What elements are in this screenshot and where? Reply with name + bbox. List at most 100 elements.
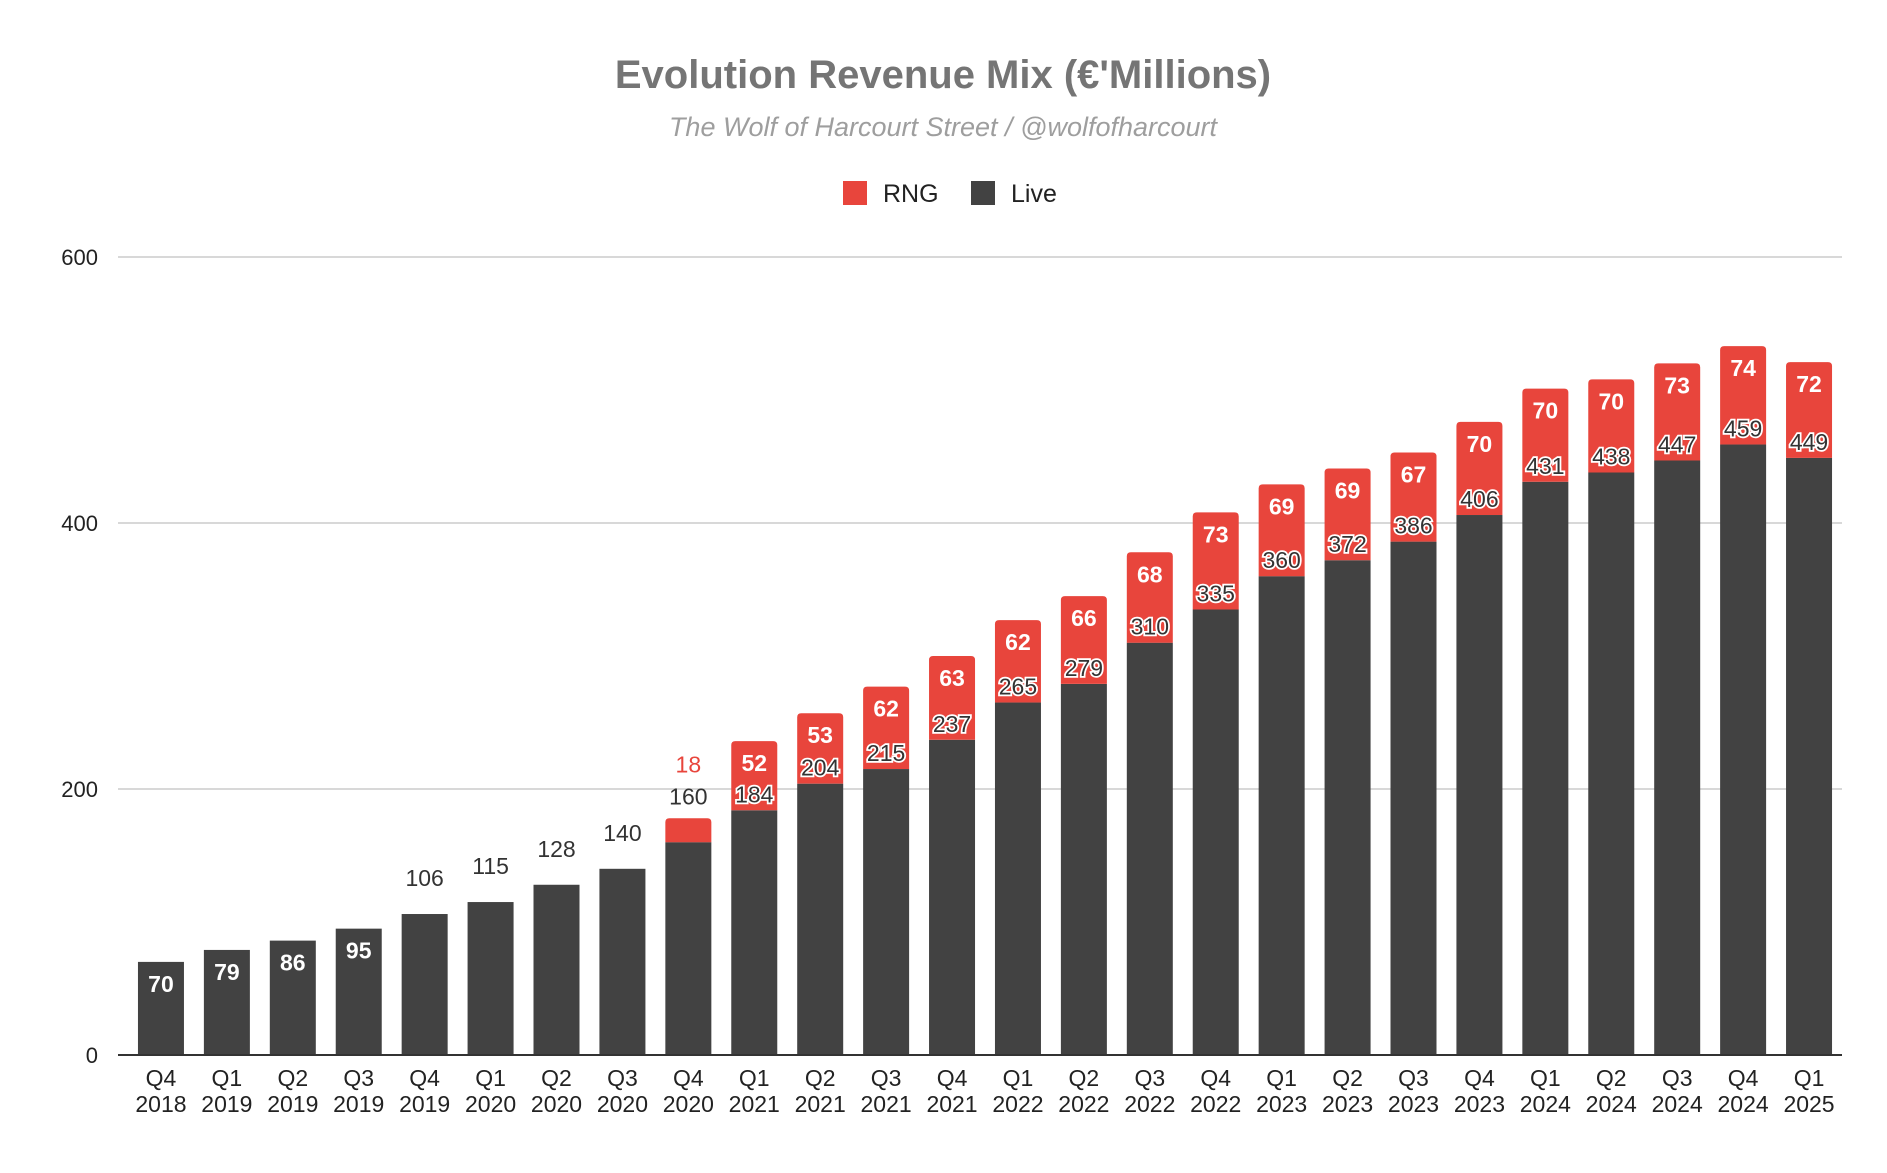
y-axis: 0 200 400 600 xyxy=(61,245,98,1068)
data-label-live: 70 xyxy=(148,971,174,997)
bar-live xyxy=(1324,560,1371,1055)
legend-swatch-rng xyxy=(843,181,867,205)
x-tick-year: 2024 xyxy=(1718,1091,1769,1117)
x-tick-quarter: Q2 xyxy=(805,1065,836,1091)
x-tick-quarter: Q4 xyxy=(1200,1065,1231,1091)
bar-live xyxy=(203,949,250,1055)
legend: RNG Live xyxy=(843,180,1057,208)
data-label-rng: 69 xyxy=(1269,493,1295,519)
data-label-live: 95 xyxy=(346,938,372,964)
data-label-rng: 63 xyxy=(939,665,965,691)
data-label-live: 310 xyxy=(1131,614,1169,640)
legend-label-live: Live xyxy=(1011,180,1057,208)
x-tick-year: 2023 xyxy=(1454,1091,1505,1117)
data-label-live: 106 xyxy=(405,865,443,891)
data-label-live: 438 xyxy=(1592,443,1630,469)
x-tick-quarter: Q1 xyxy=(1266,1065,1297,1091)
data-label-rng: 53 xyxy=(807,722,833,748)
bar-live xyxy=(1522,481,1569,1055)
x-tick-year: 2022 xyxy=(1058,1091,1109,1117)
x-tick-quarter: Q1 xyxy=(212,1065,243,1091)
x-tick-quarter: Q4 xyxy=(673,1065,704,1091)
data-label-rng: 52 xyxy=(741,750,767,776)
data-label-live: 79 xyxy=(214,959,240,985)
x-tick-year: 2021 xyxy=(729,1091,780,1117)
x-tick-year: 2021 xyxy=(861,1091,912,1117)
x-tick-quarter: Q1 xyxy=(1530,1065,1561,1091)
x-tick-quarter: Q4 xyxy=(146,1065,177,1091)
data-label-live: 237 xyxy=(933,711,971,737)
x-tick-year: 2019 xyxy=(399,1091,450,1117)
data-label-live: 447 xyxy=(1658,431,1696,457)
bar-live xyxy=(1720,444,1767,1055)
x-tick-quarter: Q3 xyxy=(871,1065,902,1091)
bar-rng xyxy=(1258,484,1305,577)
bar-rng xyxy=(1588,379,1635,473)
data-label-live: 335 xyxy=(1197,580,1235,606)
gridlines xyxy=(118,256,1842,790)
x-tick-year: 2021 xyxy=(795,1091,846,1117)
y-tick-label: 400 xyxy=(61,511,98,536)
x-tick-year: 2021 xyxy=(926,1091,977,1117)
legend-swatch-live xyxy=(971,181,995,205)
x-tick-quarter: Q4 xyxy=(409,1065,440,1091)
data-label-live: 160 xyxy=(669,783,707,809)
bar-rng xyxy=(731,741,778,811)
chart-title: Evolution Revenue Mix (€'Millions) xyxy=(615,53,1271,97)
bar-rng xyxy=(1390,452,1437,542)
x-tick-quarter: Q2 xyxy=(1596,1065,1627,1091)
data-label-live: 204 xyxy=(801,755,840,781)
bar-live xyxy=(1588,472,1635,1056)
data-label-rng: 62 xyxy=(873,696,899,722)
data-label-live: 86 xyxy=(280,950,306,976)
data-label-live: 128 xyxy=(537,836,575,862)
data-label-live: 265 xyxy=(999,674,1037,700)
x-tick-quarter: Q3 xyxy=(607,1065,638,1091)
bar-rng xyxy=(1720,346,1767,445)
bars xyxy=(137,346,1833,1056)
bar-rng xyxy=(863,686,910,770)
bar-live xyxy=(665,842,712,1055)
bar-live xyxy=(929,739,976,1055)
data-label-rng: 67 xyxy=(1401,462,1427,488)
data-label-rng: 73 xyxy=(1664,372,1690,398)
bar-live xyxy=(994,702,1041,1055)
x-tick-year: 2022 xyxy=(1124,1091,1175,1117)
bar-rng xyxy=(1654,363,1701,461)
x-tick-year: 2018 xyxy=(135,1091,186,1117)
x-tick-quarter: Q4 xyxy=(1464,1065,1495,1091)
data-label-live: 431 xyxy=(1526,453,1564,479)
x-tick-year: 2020 xyxy=(663,1091,714,1117)
x-tick-quarter: Q1 xyxy=(1003,1065,1034,1091)
x-tick-quarter: Q1 xyxy=(739,1065,770,1091)
bar-rng xyxy=(1192,512,1239,610)
bar-live xyxy=(1126,642,1173,1055)
bar-live xyxy=(1654,460,1701,1055)
x-tick-quarter: Q3 xyxy=(343,1065,374,1091)
bar-live xyxy=(1390,541,1437,1055)
x-tick-quarter: Q1 xyxy=(475,1065,506,1091)
x-tick-quarter: Q3 xyxy=(1662,1065,1693,1091)
data-labels: 70 79 86 95 106 115 128 140 160 18 184 52 204 53 215 62… xyxy=(148,355,1830,997)
data-label-rng: 70 xyxy=(1598,388,1624,414)
x-tick-quarter: Q2 xyxy=(277,1065,308,1091)
bar-rng xyxy=(1456,421,1503,516)
bar-live xyxy=(1060,683,1107,1055)
data-label-live: 372 xyxy=(1328,531,1366,557)
bar-live xyxy=(335,928,382,1055)
x-tick-year: 2023 xyxy=(1322,1091,1373,1117)
x-tick-quarter: Q1 xyxy=(1794,1065,1825,1091)
legend-label-rng: RNG xyxy=(883,180,939,208)
bar-live xyxy=(731,810,778,1055)
x-tick-year: 2023 xyxy=(1256,1091,1307,1117)
x-axis: Q42018Q12019Q22019Q32019Q42019Q12020Q220… xyxy=(118,1054,1842,1117)
bar-live xyxy=(797,783,844,1055)
bar-live xyxy=(401,914,448,1055)
data-label-rng: 73 xyxy=(1203,521,1229,547)
bar-rng xyxy=(1522,388,1569,482)
x-tick-year: 2024 xyxy=(1520,1091,1571,1117)
bar-live xyxy=(1456,515,1503,1055)
bar-rng xyxy=(929,656,976,740)
y-tick-label: 200 xyxy=(61,777,98,802)
